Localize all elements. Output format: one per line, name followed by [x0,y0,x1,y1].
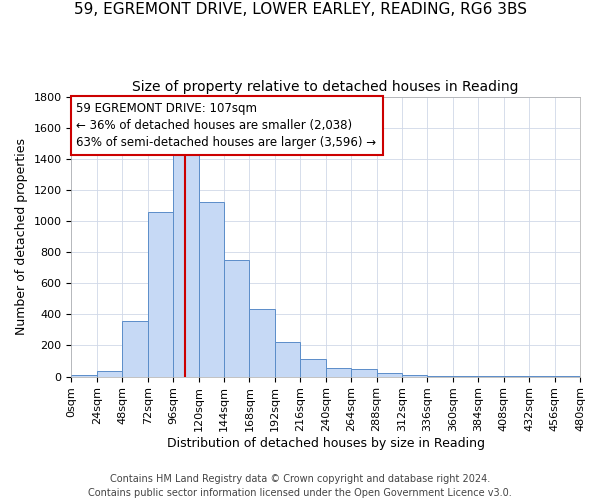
Bar [351,369,377,376]
Bar [148,212,173,376]
Text: 59 EGREMONT DRIVE: 107sqm
← 36% of detached houses are smaller (2,038)
63% of se: 59 EGREMONT DRIVE: 107sqm ← 36% of detac… [76,102,377,149]
Bar [224,260,250,376]
Bar [326,368,351,376]
Bar [199,202,224,376]
Bar [122,322,148,376]
Bar [402,375,427,376]
X-axis label: Distribution of detached houses by size in Reading: Distribution of detached houses by size … [167,437,485,450]
Bar [275,342,300,376]
Text: Contains HM Land Registry data © Crown copyright and database right 2024.
Contai: Contains HM Land Registry data © Crown c… [88,474,512,498]
Text: 59, EGREMONT DRIVE, LOWER EARLEY, READING, RG6 3BS: 59, EGREMONT DRIVE, LOWER EARLEY, READIN… [74,2,527,18]
Bar [300,358,326,376]
Bar [173,148,199,376]
Bar [97,371,122,376]
Y-axis label: Number of detached properties: Number of detached properties [15,138,28,335]
Bar [377,374,402,376]
Title: Size of property relative to detached houses in Reading: Size of property relative to detached ho… [133,80,519,94]
Bar [250,309,275,376]
Bar [71,375,97,376]
